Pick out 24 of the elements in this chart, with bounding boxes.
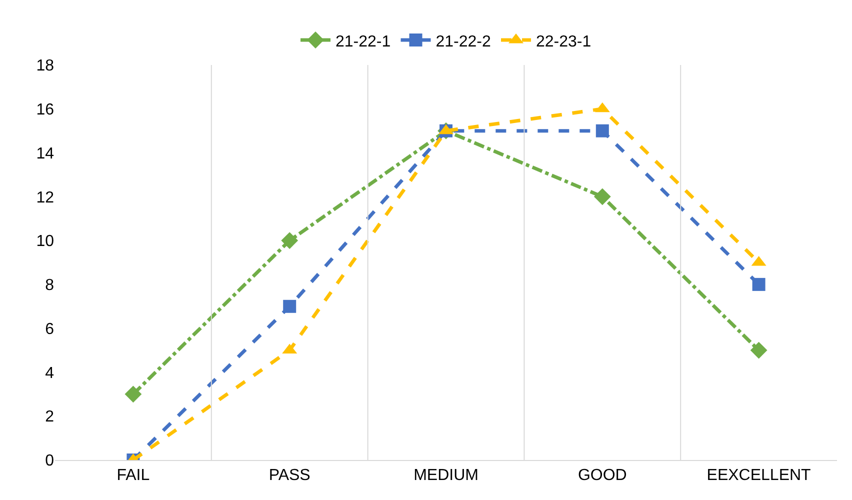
- point: [596, 124, 609, 138]
- x-tick-label: FAIL: [116, 467, 150, 484]
- y-tick-label: 10: [36, 233, 54, 250]
- legend-label: 21-22-2: [436, 33, 491, 50]
- y-tick-label: 14: [36, 145, 54, 162]
- point: [594, 188, 611, 206]
- x-tick-label: PASS: [268, 467, 310, 484]
- legend-label: 22-23-1: [536, 33, 592, 50]
- point: [281, 232, 298, 250]
- x-tick-label: EEXCELLENT: [706, 467, 812, 484]
- point: [283, 300, 296, 313]
- y-tick-label: 0: [45, 452, 54, 470]
- y-tick-label: 18: [36, 58, 54, 75]
- x-tick-label: GOOD: [578, 467, 627, 484]
- y-tick-label: 16: [36, 101, 54, 118]
- y-tick-label: 12: [36, 189, 54, 206]
- x-tick-label: MEDIUM: [414, 467, 478, 484]
- point: [750, 342, 768, 359]
- y-tick-label: 8: [45, 277, 54, 294]
- legend-label: 21-22-1: [336, 33, 391, 50]
- point: [752, 278, 766, 291]
- y-tick-label: 4: [45, 364, 54, 382]
- y-tick-label: 2: [45, 408, 54, 426]
- y-tick-label: 6: [45, 320, 54, 338]
